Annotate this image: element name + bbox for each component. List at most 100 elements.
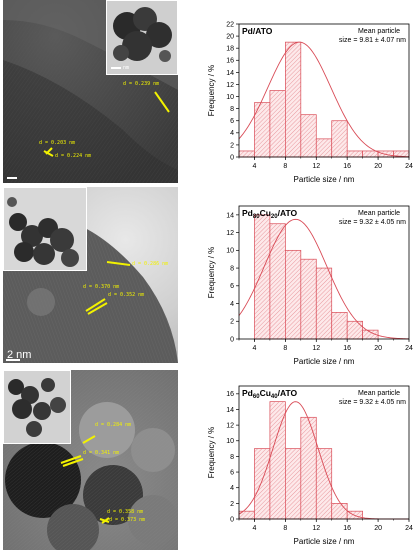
x-tick-label: 8 bbox=[283, 525, 287, 532]
histogram-bar bbox=[362, 150, 379, 158]
x-tick-label: 16 bbox=[343, 163, 351, 170]
chart-title-part: 20 bbox=[271, 214, 278, 220]
y-tick-label: 16 bbox=[226, 58, 234, 65]
lattice-marker bbox=[62, 458, 84, 467]
chart-title-part: /ATO bbox=[278, 388, 298, 398]
x-tick-label: 24 bbox=[405, 525, 413, 532]
chart-title-part: Pd/ATO bbox=[242, 26, 273, 36]
scale-bar bbox=[7, 177, 17, 179]
tem-image-pd60cu40-ato: d = 0.284 nm d = 0.341 nm d = 0.358 nm d… bbox=[3, 370, 178, 550]
y-tick-label: 10 bbox=[226, 438, 234, 445]
mean-size-label: Mean particle bbox=[358, 210, 400, 217]
x-tick-label: 4 bbox=[253, 345, 257, 352]
d-spacing-label: d = 0.286 nm bbox=[132, 261, 169, 267]
lattice-marker bbox=[154, 91, 170, 113]
y-tick-label: 12 bbox=[226, 423, 234, 430]
lattice-marker bbox=[43, 150, 54, 157]
chart-title: Pd80Cu20/ATO bbox=[242, 208, 298, 220]
histogram-bar bbox=[300, 416, 317, 520]
tem-image-pd80cu20-ato: d = 0.286 nm d = 0.370 nm d = 0.352 nm 2… bbox=[3, 187, 178, 363]
x-axis-label: Particle size / nm bbox=[294, 175, 355, 184]
y-tick-label: 14 bbox=[226, 407, 234, 414]
x-tick-label: 24 bbox=[405, 345, 413, 352]
y-tick-label: 8 bbox=[230, 265, 234, 272]
d-spacing-label: d = 0.341 nm bbox=[83, 450, 120, 456]
x-tick-label: 8 bbox=[283, 345, 287, 352]
d-spacing-label: d = 0.370 nm bbox=[83, 284, 120, 290]
chart-title-part: /ATO bbox=[278, 208, 298, 218]
lattice-marker bbox=[82, 435, 96, 444]
chart-title-part: Cu bbox=[260, 388, 271, 398]
histogram-pd-ato: 4 8 12 16 20 24 0 2 4 6 8 10 12 14 16 18 20 22 Particle si… bbox=[205, 16, 419, 188]
chart-title-part: 80 bbox=[253, 214, 260, 220]
chart-title-part: Pd bbox=[242, 388, 253, 398]
y-tick-label: 0 bbox=[230, 516, 234, 523]
y-tick-label: 4 bbox=[230, 301, 234, 308]
histogram-bar bbox=[315, 138, 333, 158]
lattice-marker bbox=[60, 455, 82, 464]
y-tick-label: 4 bbox=[230, 485, 234, 492]
mean-size-value: size = 9.81 ± 4.07 nm bbox=[339, 37, 406, 44]
y-axis-label: Frequency / % bbox=[207, 65, 216, 117]
plot-frame bbox=[238, 205, 410, 340]
lattice-marker bbox=[85, 298, 106, 312]
x-tick-label: 20 bbox=[374, 525, 382, 532]
histogram-bar bbox=[315, 267, 333, 340]
tem-image-pd-ato: nm d = 0.239 nm d = 0.203 nm d = 0.224 n… bbox=[3, 0, 178, 183]
chart-title-part: 40 bbox=[271, 394, 278, 400]
gaussian-fit-curve bbox=[238, 41, 410, 158]
d-spacing-label: d = 0.239 nm bbox=[123, 81, 160, 87]
histogram-pd80cu20-ato: 4 8 12 16 20 24 0 2 4 6 8 10 12 14 Particle size / nm F… bbox=[205, 198, 419, 370]
y-tick-label: 10 bbox=[226, 248, 234, 255]
histogram-bar bbox=[331, 120, 348, 158]
y-tick-label: 0 bbox=[230, 154, 234, 161]
x-tick-label: 16 bbox=[343, 525, 351, 532]
y-axis-label: Frequency / % bbox=[207, 427, 216, 479]
x-tick-label: 4 bbox=[253, 163, 257, 170]
mean-size-label: Mean particle bbox=[358, 390, 400, 397]
scale-bar-label: 2 nm bbox=[7, 349, 32, 361]
d-spacing-label: d = 0.224 nm bbox=[55, 153, 92, 159]
mean-size-value: size = 9.32 ± 4.05 nm bbox=[339, 399, 406, 406]
y-tick-label: 8 bbox=[230, 454, 234, 461]
histogram-bar bbox=[238, 150, 255, 158]
histogram-bar bbox=[331, 312, 348, 340]
y-tick-label: 16 bbox=[226, 391, 234, 398]
x-tick-label: 12 bbox=[312, 345, 320, 352]
y-tick-label: 6 bbox=[230, 283, 234, 290]
histogram-bar bbox=[300, 258, 317, 340]
y-tick-label: 22 bbox=[226, 21, 234, 28]
y-axis-label: Frequency / % bbox=[207, 247, 216, 299]
histogram-bar bbox=[285, 448, 302, 520]
histogram-bar bbox=[269, 90, 286, 158]
y-tick-label: 10 bbox=[226, 94, 234, 101]
histogram-pd60cu40-ato: 4 8 12 16 20 24 0 2 4 6 8 10 12 14 16 Particle size / n… bbox=[205, 378, 419, 550]
inset-overview-image bbox=[3, 187, 87, 271]
y-tick-label: 0 bbox=[230, 336, 234, 343]
histogram-bar bbox=[285, 249, 302, 340]
inset-overview-image: nm bbox=[106, 0, 178, 75]
d-spacing-label: d = 0.284 nm bbox=[95, 422, 132, 428]
y-tick-label: 14 bbox=[226, 70, 234, 77]
y-tick-label: 2 bbox=[230, 501, 234, 508]
y-tick-label: 2 bbox=[230, 319, 234, 326]
lattice-marker bbox=[45, 147, 53, 155]
histogram-bar bbox=[346, 150, 363, 158]
chart-title: Pd60Cu40/ATO bbox=[242, 388, 298, 400]
x-tick-label: 20 bbox=[374, 163, 382, 170]
lattice-marker bbox=[106, 261, 131, 266]
lattice-marker bbox=[87, 302, 108, 315]
histogram-bar bbox=[300, 114, 317, 158]
x-tick-label: 16 bbox=[343, 345, 351, 352]
y-tick-label: 14 bbox=[226, 212, 234, 219]
inset-overview-image bbox=[3, 370, 71, 444]
histogram-bar bbox=[346, 320, 363, 340]
histogram-bar bbox=[254, 214, 271, 340]
histogram-bar bbox=[269, 223, 286, 340]
x-tick-label: 12 bbox=[312, 163, 320, 170]
lattice-marker bbox=[101, 517, 110, 524]
x-tick-label: 20 bbox=[374, 345, 382, 352]
d-spacing-label: d = 0.203 nm bbox=[39, 140, 76, 146]
chart-title-part: Pd bbox=[242, 208, 253, 218]
y-tick-label: 12 bbox=[226, 230, 234, 237]
